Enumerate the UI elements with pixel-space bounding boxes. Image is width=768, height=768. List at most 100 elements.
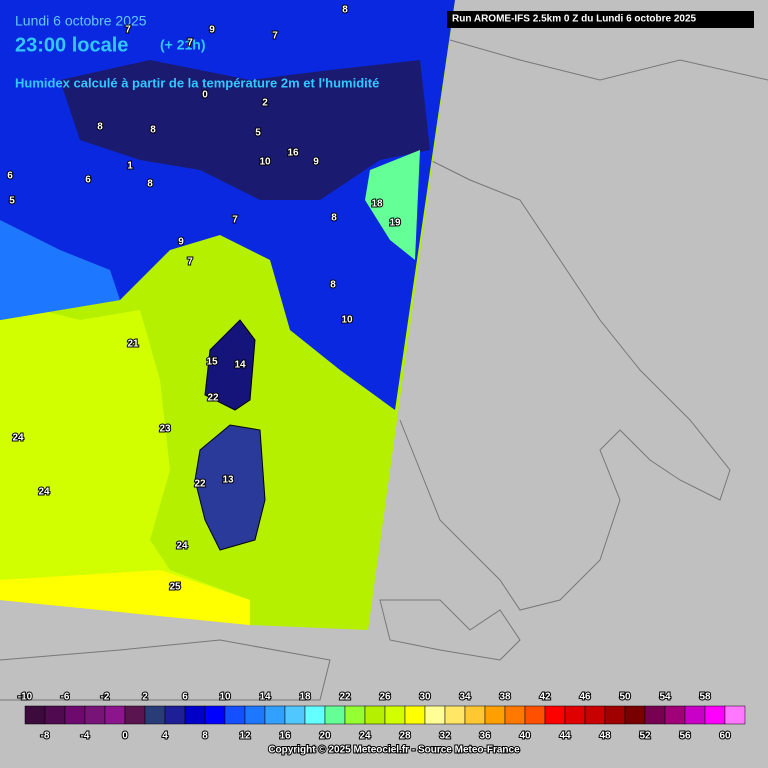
field-label: 8 bbox=[97, 122, 103, 133]
legend-cell bbox=[564, 705, 586, 725]
legend-cell bbox=[204, 705, 226, 725]
legend-cell bbox=[704, 705, 726, 725]
field-label: 18 bbox=[371, 199, 383, 210]
legend-cell bbox=[304, 705, 326, 725]
field-label: 8 bbox=[330, 280, 336, 291]
legend-cell bbox=[364, 705, 386, 725]
offset: (+ 21h) bbox=[160, 37, 206, 53]
legend-label: 8 bbox=[202, 731, 208, 742]
field-label: 21 bbox=[127, 339, 139, 350]
legend-cell bbox=[524, 705, 546, 725]
legend-label: -6 bbox=[61, 692, 70, 703]
legend-label: 2 bbox=[142, 692, 148, 703]
field-zone bbox=[365, 150, 420, 260]
legend-label: 22 bbox=[339, 692, 351, 703]
legend-label: -10 bbox=[18, 692, 33, 703]
legend-label: 50 bbox=[619, 692, 631, 703]
legend-cell bbox=[424, 705, 446, 725]
legend-cell bbox=[464, 705, 486, 725]
field-label: 10 bbox=[259, 157, 271, 168]
field-label: 8 bbox=[331, 213, 337, 224]
island bbox=[194, 424, 266, 551]
legend-label: 26 bbox=[379, 692, 391, 703]
border bbox=[449, 39, 768, 81]
field-label: 24 bbox=[38, 487, 50, 498]
field-label: 10 bbox=[341, 315, 353, 326]
legend-cell bbox=[24, 705, 46, 725]
legend-cell bbox=[84, 705, 106, 725]
field-label: 7 bbox=[187, 38, 193, 49]
field-label: 25 bbox=[169, 582, 181, 593]
description: Humidex calculé à partir de la températu… bbox=[15, 75, 379, 90]
legend-label: 24 bbox=[359, 731, 371, 742]
copyright: Copyright © 2025 Meteociel.fr - Source M… bbox=[268, 745, 520, 756]
field-label: 22 bbox=[194, 479, 206, 490]
legend-cell bbox=[144, 705, 166, 725]
legend-cell bbox=[124, 705, 146, 725]
legend-cell bbox=[44, 705, 66, 725]
legend-label: 54 bbox=[659, 692, 671, 703]
field-label: 14 bbox=[234, 360, 246, 371]
legend-label: 0 bbox=[122, 731, 128, 742]
date: Lundi 6 octobre 2025 bbox=[15, 13, 147, 29]
legend-cell bbox=[104, 705, 126, 725]
legend-cell bbox=[164, 705, 186, 725]
legend-cell bbox=[384, 705, 406, 725]
time: 23:00 locale bbox=[15, 34, 128, 56]
legend-label: -8 bbox=[41, 731, 50, 742]
field-label: 7 bbox=[272, 31, 278, 42]
field-zone bbox=[60, 60, 430, 200]
legend-cell bbox=[624, 705, 646, 725]
field-zone bbox=[0, 300, 250, 625]
legend-cell bbox=[324, 705, 346, 725]
legend-label: 56 bbox=[679, 731, 691, 742]
legend-label: -4 bbox=[81, 731, 90, 742]
legend-cell bbox=[184, 705, 206, 725]
legend-label: 10 bbox=[219, 692, 231, 703]
field-label: 16 bbox=[287, 148, 299, 159]
legend-label: 48 bbox=[599, 731, 611, 742]
legend-label: 44 bbox=[559, 731, 571, 742]
legend-cell bbox=[684, 705, 706, 725]
legend-label: 30 bbox=[419, 692, 431, 703]
legend-label: 4 bbox=[162, 731, 168, 742]
legend-label: 28 bbox=[399, 731, 411, 742]
field-zone bbox=[0, 220, 120, 320]
legend-cell bbox=[224, 705, 246, 725]
legend-label: 6 bbox=[182, 692, 188, 703]
legend-cell bbox=[244, 705, 266, 725]
legend-cell bbox=[484, 705, 506, 725]
field-label: 2 bbox=[262, 98, 268, 109]
coastline bbox=[379, 599, 521, 661]
legend-label: -2 bbox=[101, 692, 110, 703]
legend-label: 46 bbox=[579, 692, 591, 703]
coastline bbox=[399, 159, 731, 611]
field-label: 15 bbox=[206, 357, 218, 368]
legend-cell bbox=[64, 705, 86, 725]
field-label: 5 bbox=[9, 196, 15, 207]
legend-cell bbox=[664, 705, 686, 725]
island bbox=[204, 319, 256, 411]
field-label: 24 bbox=[12, 433, 24, 444]
field-label: 9 bbox=[313, 157, 319, 168]
run-bar bbox=[447, 11, 754, 28]
legend-cell bbox=[404, 705, 426, 725]
legend-cell bbox=[284, 705, 306, 725]
field-label: 13 bbox=[222, 475, 234, 486]
legend-label: 36 bbox=[479, 731, 491, 742]
field-label: 8 bbox=[342, 5, 348, 16]
legend-cell bbox=[644, 705, 666, 725]
field-label: 9 bbox=[209, 25, 215, 36]
legend-label: 58 bbox=[699, 692, 711, 703]
field-label: 7 bbox=[187, 257, 193, 268]
legend-cell bbox=[724, 705, 746, 725]
field-label: 0 bbox=[202, 90, 208, 101]
field-label: 23 bbox=[159, 424, 171, 435]
legend-label: 12 bbox=[239, 731, 251, 742]
legend-label: 40 bbox=[519, 731, 531, 742]
coastline bbox=[0, 639, 331, 701]
legend-cell bbox=[604, 705, 626, 725]
legend-label: 60 bbox=[719, 731, 731, 742]
field-label: 19 bbox=[389, 218, 401, 229]
